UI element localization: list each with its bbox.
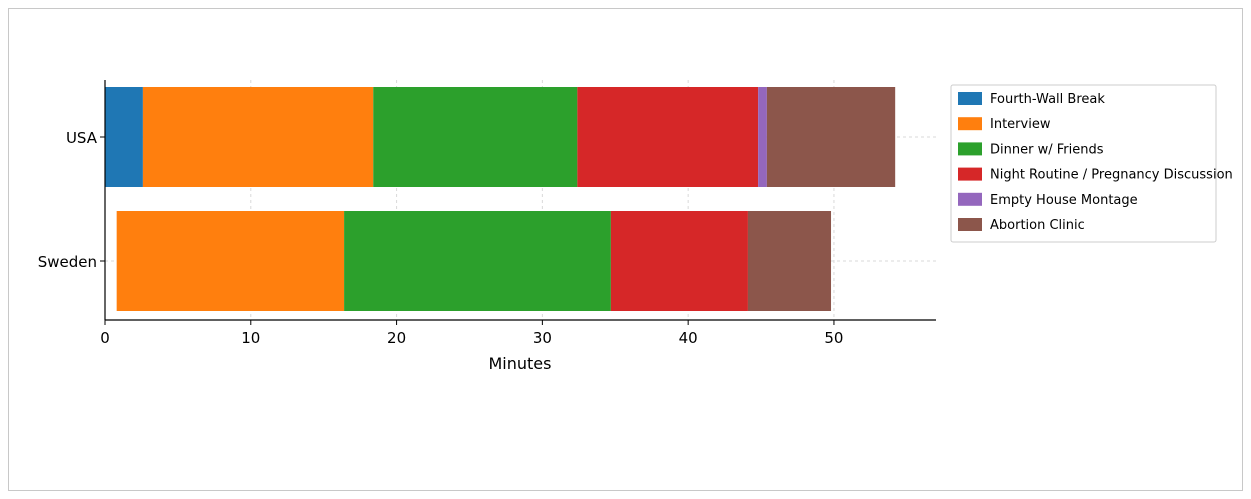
bars-layer <box>105 87 896 311</box>
legend-swatch <box>958 142 982 156</box>
bar-segment-usa-5 <box>766 87 896 187</box>
y-tick-label-usa: USA <box>66 129 98 147</box>
axes-layer <box>104 80 936 321</box>
legend-swatch <box>958 218 982 231</box>
legend-label: Night Routine / Pregnancy Discussion <box>990 168 1233 183</box>
legend-swatch <box>958 117 982 131</box>
y-tick-label-sweden: Sweden <box>38 253 97 271</box>
x-tick-label: 40 <box>679 329 698 347</box>
legend-swatch <box>958 192 982 206</box>
x-tick-label: 0 <box>100 329 110 347</box>
legend-label: Fourth-Wall Break <box>990 92 1105 107</box>
bar-segment-usa-0 <box>105 87 143 187</box>
bar-segment-sweden-5 <box>747 211 832 311</box>
y-ticks: USA Sweden <box>38 129 105 271</box>
bar-segment-sweden-2 <box>344 211 611 311</box>
bar-segment-usa-3 <box>577 87 759 187</box>
bar-segment-sweden-3 <box>610 211 748 311</box>
x-axis-title: Minutes <box>489 354 552 373</box>
bar-segment-usa-2 <box>373 87 578 187</box>
legend-label: Dinner w/ Friends <box>990 142 1104 157</box>
bar-segment-usa-4 <box>758 87 767 187</box>
x-tick-label: 30 <box>533 329 552 347</box>
bar-segment-sweden-1 <box>116 211 345 311</box>
legend-box <box>950 84 1217 243</box>
chart-frame <box>8 8 1243 491</box>
legend: Fourth-Wall Break Interview Dinner w/ Frie… <box>950 84 1233 243</box>
x-tick-label: 50 <box>824 329 843 347</box>
bar-segment-usa-1 <box>142 87 374 187</box>
legend-label: Empty House Montage <box>990 193 1138 208</box>
x-tick-label: 10 <box>241 329 260 347</box>
legend-items: Fourth-Wall Break Interview Dinner w/ Frie… <box>958 92 1233 233</box>
legend-label: Abortion Clinic <box>990 218 1085 233</box>
x-tick-label: 20 <box>387 329 406 347</box>
legend-label: Interview <box>990 117 1051 132</box>
x-ticks: 0 10 20 30 40 50 <box>100 320 843 347</box>
legend-swatch <box>958 92 982 105</box>
legend-swatch <box>958 167 982 181</box>
